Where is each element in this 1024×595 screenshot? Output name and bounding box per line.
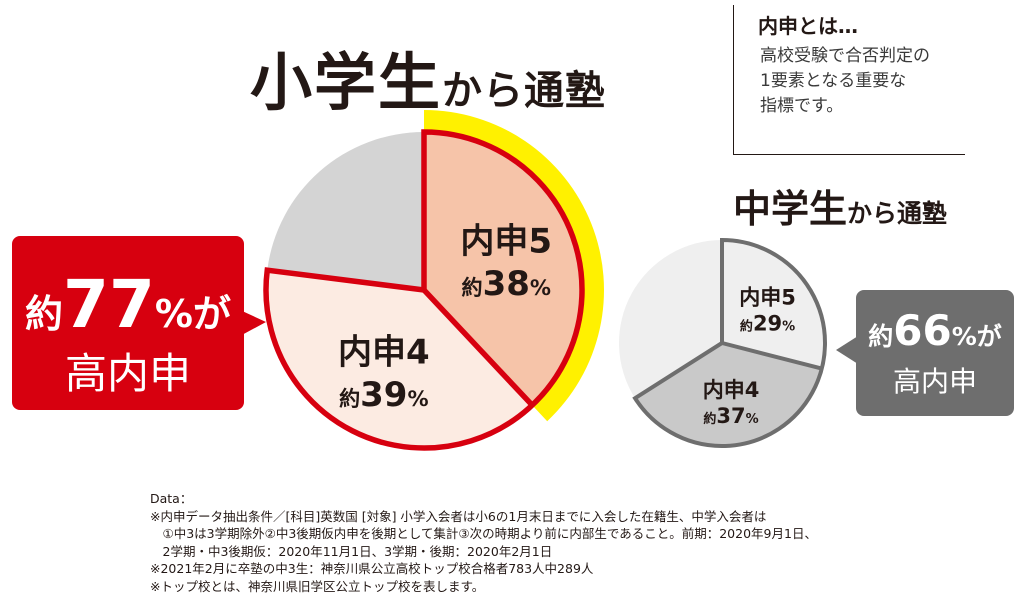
naishin-note-line: 指標です。 [760, 96, 844, 116]
highlight-outline [632, 237, 827, 448]
junior-callout-pointer [836, 336, 858, 364]
slice-label: 内申5 [460, 221, 552, 261]
naishin-note-body: 高校受験で合否判定の 1要素となる重要な 指標です。 [760, 44, 930, 119]
junior-chart-title: 中学生から通塾 [733, 187, 948, 231]
footnote-line: ※トップ校とは、神奈川県旧学区公立トップ校を表します。 [150, 578, 485, 594]
naishin-note-box [733, 5, 965, 155]
footnote-line: Data： [150, 491, 193, 506]
pie-slice [722, 240, 825, 369]
elementary-callout-label: 高内申 [64, 349, 191, 398]
elementary-chart-title: 小学生から通塾 [250, 46, 607, 119]
elementary-callout-pointer [240, 310, 266, 336]
pie-slice [266, 270, 533, 449]
footnote-line: ①中3は3学期除外②中3後期仮内申を後期として集計③次の時期より前に内部生である… [150, 526, 817, 541]
naishin-note-line: 高校受験で合否判定の [760, 46, 930, 66]
naishin-note-line: 1要素となる重要な [760, 71, 907, 91]
pie-slice [424, 132, 583, 406]
junior-callout-percent: 約66%が [868, 306, 1002, 355]
pie-slice [267, 132, 424, 290]
elementary-callout: 約77%が 高内申 [12, 236, 244, 410]
footnote-line: ※内申データ抽出条件／[科目]英数国 [対象] 小学入会者は小6の1月末日までに… [150, 508, 767, 524]
slice-value-label: 約29% [740, 312, 795, 336]
slice-divider [721, 341, 823, 371]
slice-label: 内申5 [739, 285, 796, 309]
slice-label: 内申4 [703, 378, 760, 402]
footnote-line: ※2021年2月に卒塾の中3生：神奈川県公立高校トップ校合格者783人中289人 [150, 561, 594, 576]
slice-divider [421, 288, 535, 408]
slice-label: 内申4 [338, 333, 430, 373]
junior-callout: 約66%が 高内申 [856, 290, 1014, 416]
naishin-note-heading: 内申とは… [758, 14, 858, 38]
elementary-callout-percent: 約77%が [25, 266, 231, 343]
slice-value-label: 約39% [339, 375, 429, 415]
highlight-accent-ring [424, 110, 604, 422]
slice-value-label: 約37% [703, 404, 758, 428]
junior-callout-label: 高内申 [892, 365, 977, 398]
slice-value-label: 約38% [462, 264, 552, 304]
footnotes: Data： ※内申データ抽出条件／[科目]英数国 [対象] 小学入会者は小6の1… [150, 490, 817, 595]
highlight-outline [263, 129, 585, 451]
footnote-line: 2学期・中3後期仮：2020年11月1日、3学期・後期：2020年2月1日 [150, 543, 553, 559]
